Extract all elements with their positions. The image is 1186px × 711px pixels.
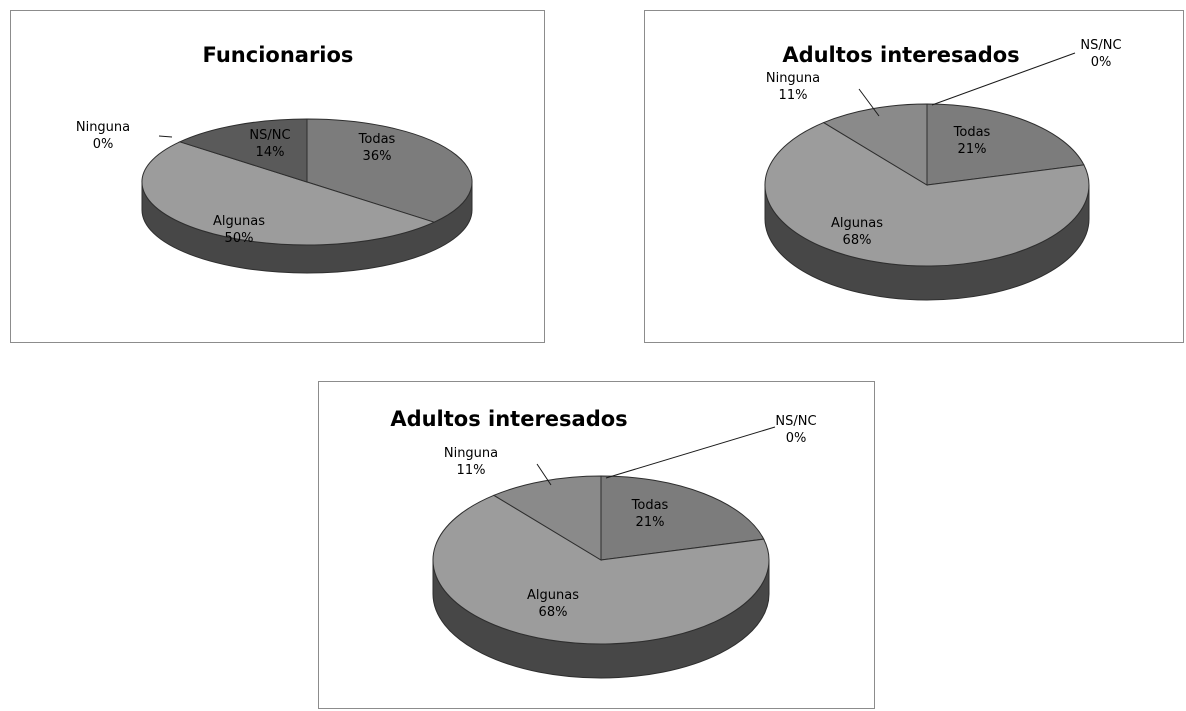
leader-line [858, 88, 880, 117]
slice-value-label: 11% [779, 88, 808, 103]
slice-label: Todas [631, 498, 669, 513]
slice-value-label: 21% [958, 142, 987, 157]
slice-value-label: 14% [256, 145, 285, 160]
pie-slice-ns-nc [178, 118, 308, 183]
slice-label: Ninguna [766, 71, 820, 86]
chart-adultos-interesados-2: Adultos interesados Todas 21% Algunas 68% Ni… [318, 381, 875, 709]
pie-group: Todas 36% Algunas 50% Ninguna 0% NS/NC 14% [76, 118, 473, 274]
slice-value-label: 68% [539, 605, 568, 620]
pie-group: Todas 21% Algunas 68% Ninguna 11% NS/NC 0% [432, 414, 817, 679]
leader-line [931, 52, 1076, 106]
slice-value-label: 0% [1091, 55, 1112, 70]
chart-title: Funcionarios [203, 43, 354, 67]
chart-funcionarios: Funcionarios Todas 36% Algunas 50% Ninguna 0%… [10, 10, 545, 343]
slice-label: Todas [358, 132, 396, 147]
slice-value-label: 11% [457, 463, 486, 478]
pie-slice-algunas [764, 122, 1090, 267]
chart-svg: Adultos interesados Todas 21% Algunas 68% Ni… [764, 38, 1122, 301]
slice-value-label: 0% [786, 431, 807, 446]
pie-slice-ninguna [492, 475, 602, 561]
slice-value-label: 50% [225, 231, 254, 246]
slice-label: NS/NC [775, 414, 816, 429]
pie-slice-todas [600, 475, 765, 561]
chart-title: Adultos interesados [390, 407, 627, 431]
pie-group: Todas 21% Algunas 68% Ninguna 11% NS/NC 0% [764, 38, 1122, 301]
pie-slice-todas [926, 103, 1085, 186]
pie-slice-todas [306, 118, 473, 223]
pie-slice-ninguna [822, 103, 928, 186]
leader-line [158, 135, 173, 138]
leader-line [605, 426, 776, 479]
slice-label: Algunas [213, 214, 265, 229]
slice-label: NS/NC [249, 128, 290, 143]
slice-label: Algunas [831, 216, 883, 231]
slice-label: Algunas [527, 588, 579, 603]
slice-label: NS/NC [1080, 38, 1121, 53]
slice-value-label: 21% [636, 515, 665, 530]
pie-slice-algunas [432, 494, 770, 645]
chart-title: Adultos interesados [782, 43, 1019, 67]
slice-label: Ninguna [76, 120, 130, 135]
pie-slice-algunas [141, 141, 436, 246]
chart-svg: Adultos interesados Todas 21% Algunas 68% Ni… [390, 407, 817, 679]
slice-value-label: 36% [363, 149, 392, 164]
slice-label: Ninguna [444, 446, 498, 461]
slice-label: Todas [953, 125, 991, 140]
slice-value-label: 68% [843, 233, 872, 248]
chart-adultos-interesados-1: Adultos interesados Todas 21% Algunas 68% Ni… [644, 10, 1184, 343]
chart-svg: Funcionarios Todas 36% Algunas 50% Ninguna 0%… [76, 43, 473, 274]
slice-value-label: 0% [93, 137, 114, 152]
leader-line [536, 463, 552, 486]
